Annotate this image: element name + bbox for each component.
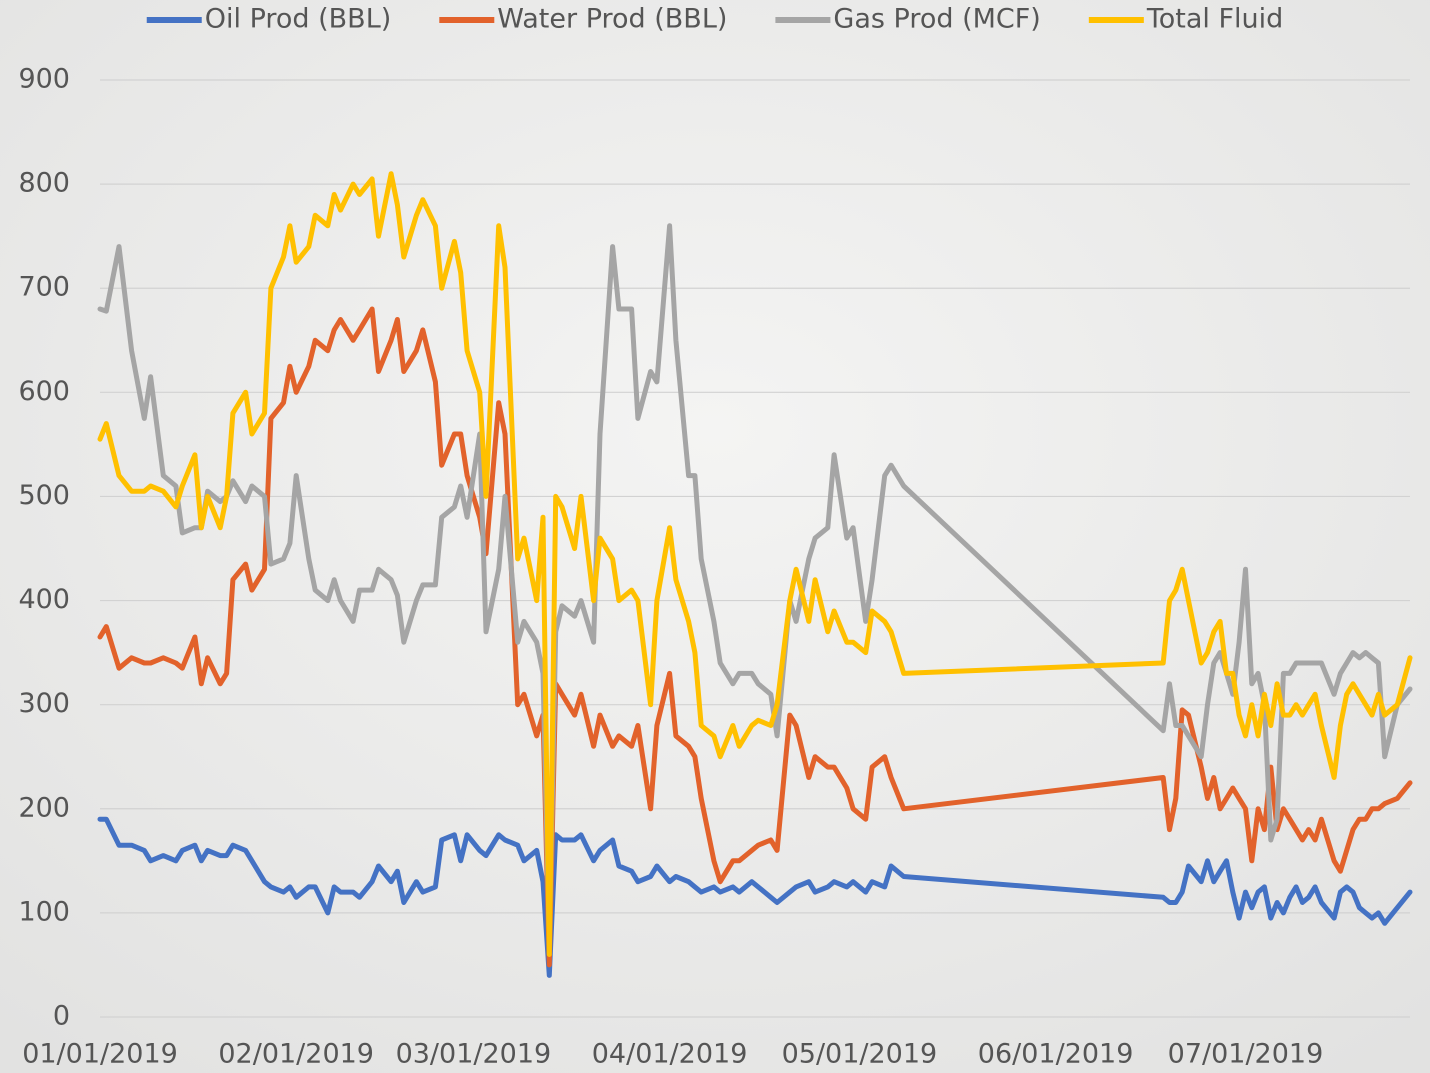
x-tick-label: 01/01/2019 [22,1039,178,1070]
x-tick-label: 04/01/2019 [592,1039,748,1070]
series-line [97,223,1413,947]
x-tick-label: 02/01/2019 [218,1039,374,1070]
y-tick-label: 600 [18,376,70,407]
series-line [97,306,1413,968]
y-tick-label: 0 [53,1001,70,1032]
series-line [97,816,1413,978]
y-tick-label: 400 [18,584,70,615]
y-tick-label: 800 [18,168,70,199]
y-tick-label: 500 [18,480,70,511]
legend: Oil Prod (BBL) Water Prod (BBL) Gas Prod (… [146,4,1283,35]
y-tick-label: 700 [18,272,70,303]
x-tick-label: 03/01/2019 [396,1039,552,1070]
y-tick-label: 100 [18,896,70,927]
legend-label: Gas Prod (MCF) [833,4,1040,35]
legend-label: Total Fluid [1146,4,1283,35]
y-tick-label: 900 [18,64,70,95]
x-tick-label: 06/01/2019 [978,1039,1134,1070]
legend-label: Water Prod (BBL) [497,4,727,35]
y-tick-label: 300 [18,688,70,719]
legend-label: Oil Prod (BBL) [205,4,392,35]
y-tick-label: 200 [18,792,70,823]
x-tick-label: 07/01/2019 [1168,1039,1324,1070]
x-tick-label: 05/01/2019 [782,1039,938,1070]
series-line [97,171,1413,957]
